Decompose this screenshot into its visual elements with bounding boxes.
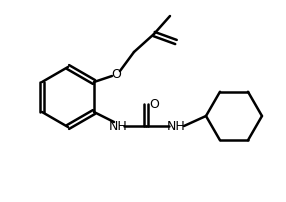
Text: O: O — [149, 98, 159, 110]
Text: NH: NH — [109, 120, 127, 133]
Text: NH: NH — [167, 120, 185, 133]
Text: O: O — [111, 67, 121, 81]
